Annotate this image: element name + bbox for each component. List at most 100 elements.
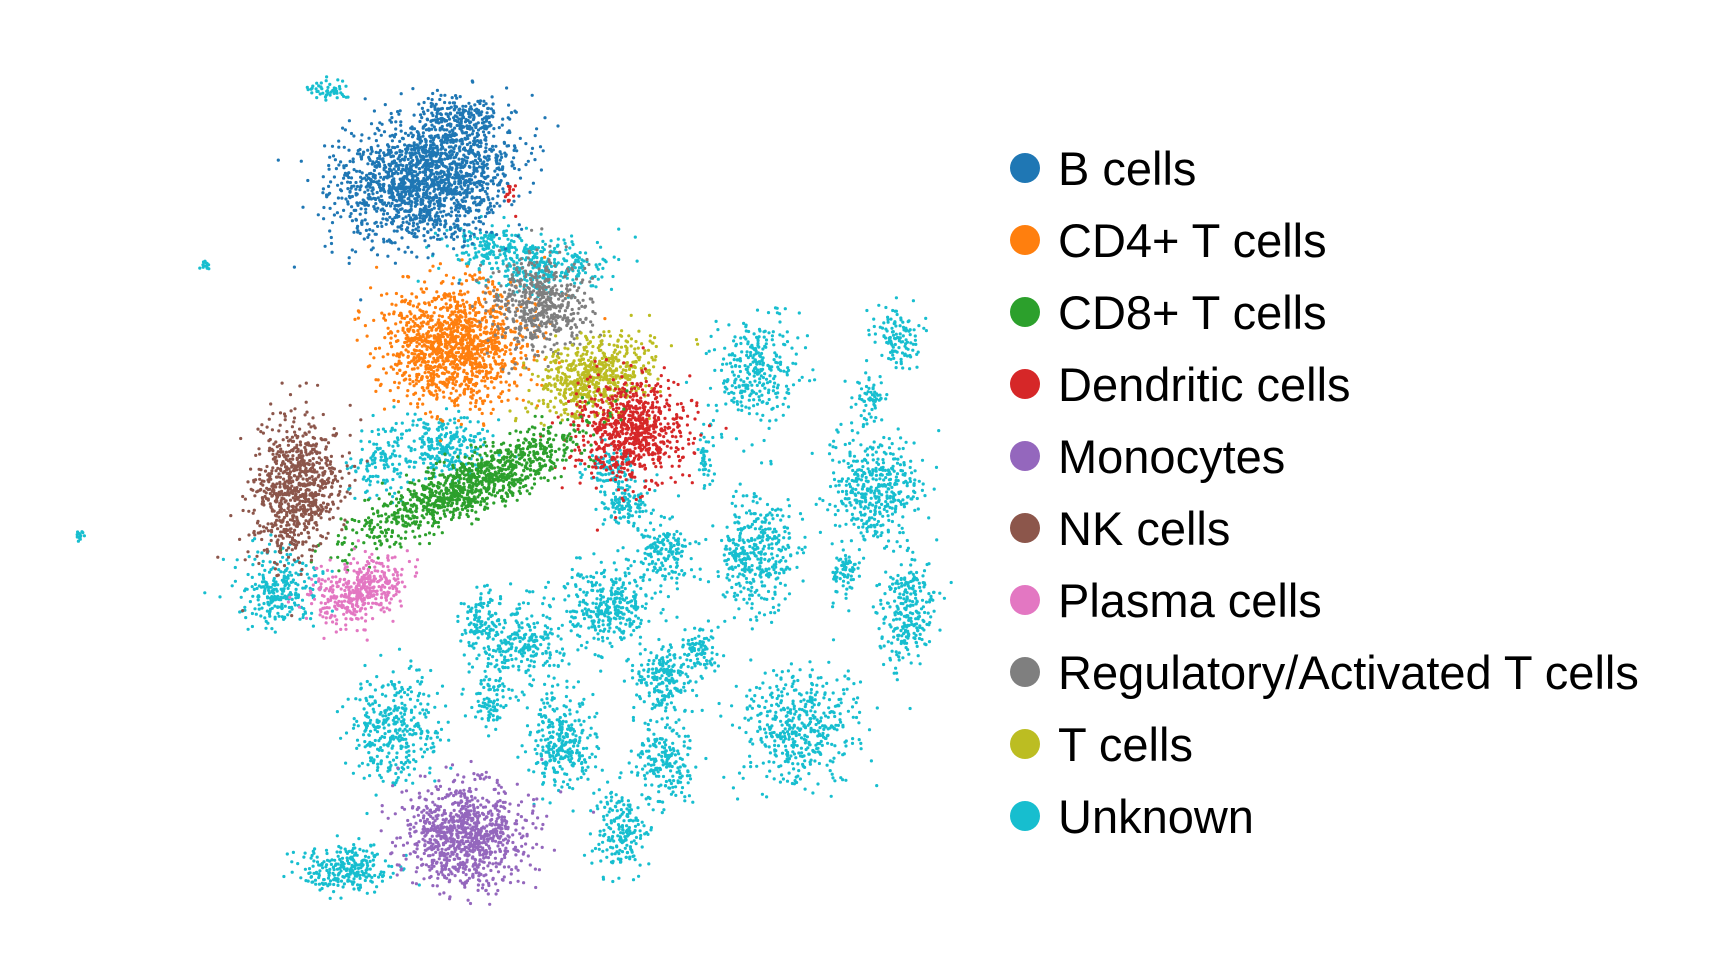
point-unknown <box>636 527 640 531</box>
point-unknown <box>853 472 857 476</box>
point-unknown <box>756 557 760 561</box>
point-unknown <box>764 342 768 346</box>
point-unknown <box>650 707 654 711</box>
point-unknown <box>546 737 550 741</box>
point-unknown <box>391 444 395 448</box>
point-unknown <box>426 730 430 734</box>
point-unknown <box>584 646 588 650</box>
point-unknown <box>390 426 394 430</box>
point-unknown <box>235 558 239 562</box>
point-unknown <box>678 775 682 780</box>
point-unknown <box>811 713 815 718</box>
point-unknown <box>576 680 581 684</box>
point-unknown <box>927 600 932 604</box>
point-unknown <box>665 684 669 688</box>
point-unknown <box>731 370 735 374</box>
point-unknown <box>547 746 551 750</box>
point-unknown <box>408 727 412 732</box>
point-unknown <box>463 438 467 442</box>
point-unknown <box>903 352 907 356</box>
point-unknown <box>905 354 910 358</box>
point-unknown <box>643 503 647 507</box>
point-unknown <box>914 633 918 638</box>
point-unknown <box>551 766 556 770</box>
point-unknown <box>746 384 750 388</box>
point-unknown <box>949 580 953 585</box>
point-unknown <box>726 379 730 383</box>
point-unknown <box>737 515 741 520</box>
point-unknown <box>813 378 817 382</box>
point-unknown <box>753 379 757 383</box>
point-unknown <box>774 508 778 512</box>
point-unknown <box>730 365 734 369</box>
point-unknown <box>579 643 584 648</box>
point-unknown <box>486 236 490 240</box>
point-unknown <box>577 702 581 706</box>
point-unknown <box>870 489 874 493</box>
point-unknown <box>738 364 742 369</box>
point-unknown <box>920 488 925 492</box>
point-unknown <box>283 616 287 620</box>
point-unknown <box>659 611 663 615</box>
point-unknown <box>494 649 498 653</box>
point-unknown <box>319 85 323 89</box>
point-unknown <box>597 620 601 624</box>
point-unknown <box>850 421 854 425</box>
point-unknown <box>879 533 883 538</box>
point-unknown <box>681 763 685 767</box>
point-unknown <box>744 511 749 515</box>
point-unknown <box>683 708 687 713</box>
point-unknown <box>888 336 892 340</box>
point-unknown <box>568 620 573 624</box>
point-unknown <box>382 463 386 467</box>
point-unknown <box>481 443 485 447</box>
point-unknown <box>856 491 861 495</box>
point-unknown <box>927 516 931 520</box>
point-unknown <box>834 484 838 488</box>
point-unknown <box>525 589 529 593</box>
point-unknown <box>364 726 369 730</box>
point-unknown <box>580 754 585 758</box>
point-unknown <box>837 460 841 464</box>
point-unknown <box>638 635 643 639</box>
point-unknown <box>488 251 492 255</box>
point-unknown <box>774 360 778 364</box>
point-unknown <box>879 646 883 650</box>
point-unknown <box>308 586 312 591</box>
point-unknown <box>560 647 565 651</box>
point-unknown <box>666 649 671 653</box>
point-unknown <box>668 565 673 569</box>
point-unknown <box>424 715 428 719</box>
point-unknown <box>601 619 605 623</box>
point-unknown <box>771 330 775 334</box>
point-unknown <box>905 548 909 553</box>
point-unknown <box>466 244 470 248</box>
point-unknown <box>832 727 837 731</box>
point-unknown <box>749 353 753 358</box>
point-unknown <box>754 366 758 370</box>
point-unknown <box>381 714 385 718</box>
point-unknown <box>889 575 893 579</box>
point-unknown <box>346 95 350 99</box>
point-unknown <box>253 557 257 561</box>
point-unknown <box>757 345 761 349</box>
point-unknown <box>466 239 470 243</box>
point-unknown <box>285 552 289 557</box>
point-unknown <box>254 612 258 616</box>
point-unknown <box>891 353 895 357</box>
point-unknown <box>898 610 902 615</box>
point-unknown <box>512 637 516 641</box>
point-unknown <box>546 701 550 705</box>
point-unknown <box>580 609 584 613</box>
point-unknown <box>527 768 531 772</box>
point-unknown <box>352 717 356 721</box>
point-unknown <box>646 756 650 760</box>
point-unknown <box>904 600 908 604</box>
point-unknown <box>880 493 884 497</box>
point-unknown <box>683 689 687 693</box>
point-unknown <box>850 429 854 433</box>
point-unknown <box>659 552 663 556</box>
point-unknown <box>547 603 552 608</box>
point-unknown <box>421 755 425 759</box>
point-unknown <box>754 392 759 396</box>
